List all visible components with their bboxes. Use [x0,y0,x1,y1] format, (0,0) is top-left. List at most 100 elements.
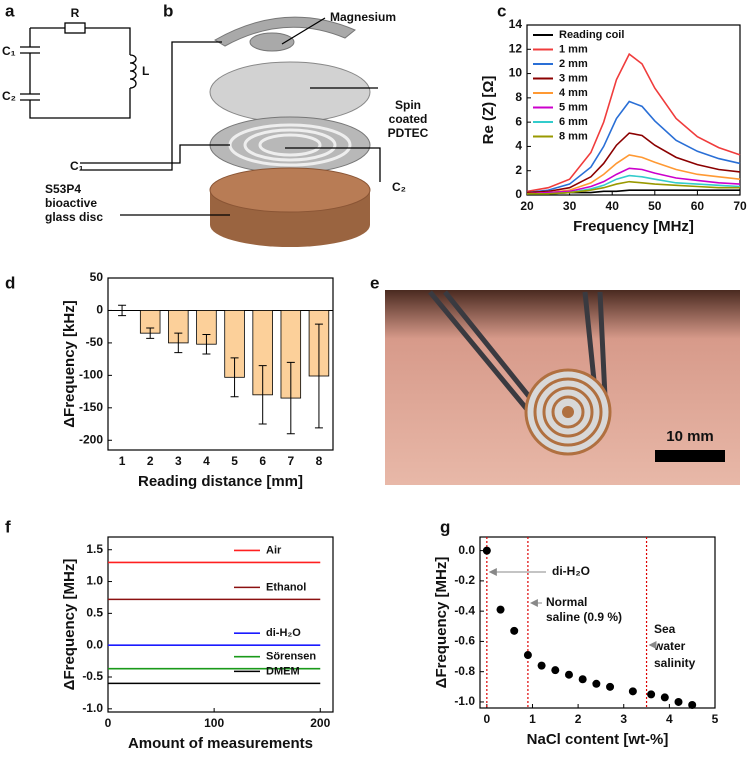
error-bar [230,357,239,398]
y-axis-label: Re (Z) [Ω] [480,76,497,145]
x-tick-label: 7 [287,454,294,468]
legend-label: di-H₂O [266,627,301,639]
x-tick-label: 200 [310,716,330,730]
y-tick-label: -100 [79,368,103,382]
x-tick-label: 6 [259,454,266,468]
series-line [526,52,741,193]
data-point [578,675,587,684]
data-point [592,679,601,688]
x-tick-label: 0 [105,716,112,730]
layer-label: PDTEC [388,126,429,140]
legend-label: DMEM [266,665,300,677]
data-point [606,682,615,691]
y-tick-label: -1.0 [82,701,103,715]
y-tick-label: 1.5 [86,542,103,556]
legend-label: 1 mm [559,43,588,55]
contact-label: C₂ [392,180,406,194]
error-bar [118,304,127,317]
panel-label: b [163,1,173,20]
annotation: di-H₂O [552,564,590,578]
y-tick-label: 1.0 [86,574,103,588]
plot-frame [107,536,334,713]
x-tick-label: 20 [520,199,534,213]
x-tick-label: 70 [733,199,747,213]
series-line [526,100,741,194]
series-line [526,132,741,194]
annotation: Normal [546,595,587,609]
layer-label: coated [389,112,428,126]
y-tick-label: -1.0 [454,694,475,708]
error-bar [202,333,211,355]
x-tick-label: 3 [175,454,182,468]
y-tick-label: 0.0 [458,543,475,557]
y-tick-label: -200 [79,432,103,446]
legend-label: 4 mm [559,87,588,99]
panel-label: f [5,517,11,536]
legend-label: 2 mm [559,58,588,70]
y-tick-label: 8 [515,90,522,104]
data-point [688,700,697,709]
capacitor-label: C₂ [2,89,16,103]
x-tick-label: 4 [666,712,673,726]
substrate-label: glass disc [45,210,103,224]
inductor-label: L [142,64,149,78]
substrate-label: S53P4 [45,182,81,196]
substrate-label: bioactive [45,196,97,210]
plot-frame [526,24,741,196]
device-diagram: Magnesium Spin coated PDTEC C₁ C₂ S53P4 … [45,10,429,247]
x-axis-label: Reading distance [mm] [138,473,303,490]
y-tick-label: -0.8 [454,664,475,678]
x-tick-label: 4 [203,454,210,468]
x-tick-label: 60 [691,199,705,213]
error-bar [258,365,267,425]
photo: 10 mm [385,290,740,485]
y-tick-label: 14 [509,17,523,31]
x-tick-label: 40 [606,199,620,213]
x-tick-label: 2 [147,454,154,468]
capacitor-label: C₁ [2,44,16,58]
contact-label: C₁ [70,159,84,173]
annotation: salinity [654,656,696,670]
y-tick-label: 0.0 [86,637,103,651]
y-tick-label: -0.4 [454,603,475,617]
y-tick-label: -0.2 [454,573,475,587]
plot-frame [107,277,334,451]
y-tick-label: 12 [509,41,523,55]
x-tick-label: 1 [529,712,536,726]
x-axis-label: Frequency [MHz] [573,218,694,235]
y-axis-label: ΔFrequency [MHz] [433,557,450,689]
data-point [510,626,519,635]
scale-bar-label: 10 mm [666,428,714,445]
series-line [526,154,741,195]
y-tick-label: 2 [515,163,522,177]
legend-label: 5 mm [559,101,588,113]
y-tick-label: 50 [90,270,104,284]
annotation: Sea [654,622,676,636]
y-axis-label: ΔFrequency [kHz] [61,300,78,427]
panel-label: e [370,273,379,292]
resistor-label: R [71,6,80,20]
data-point [537,661,546,670]
legend-label: Reading coil [559,29,624,41]
annotation: water [653,639,686,653]
legend-label: Ethanol [266,581,306,593]
layer-label: Magnesium [330,10,396,24]
series-line [527,180,740,195]
data-point [647,690,656,699]
panel-label: g [440,517,450,536]
y-tick-label: 0 [515,187,522,201]
annotation: saline (0.9 %) [546,610,622,624]
series-line [526,167,741,195]
error-bar [174,332,183,354]
data-point [660,693,669,702]
y-tick-label: 6 [515,114,522,128]
y-tick-label: 4 [515,139,522,153]
x-tick-label: 50 [648,199,662,213]
circuit: R C₁ C₂ L [2,6,149,119]
legend-label: Air [266,544,282,556]
panel-label: d [5,273,15,292]
legend-label: 3 mm [559,72,588,84]
y-tick-label: -0.6 [454,634,475,648]
panel-label: c [497,1,506,20]
